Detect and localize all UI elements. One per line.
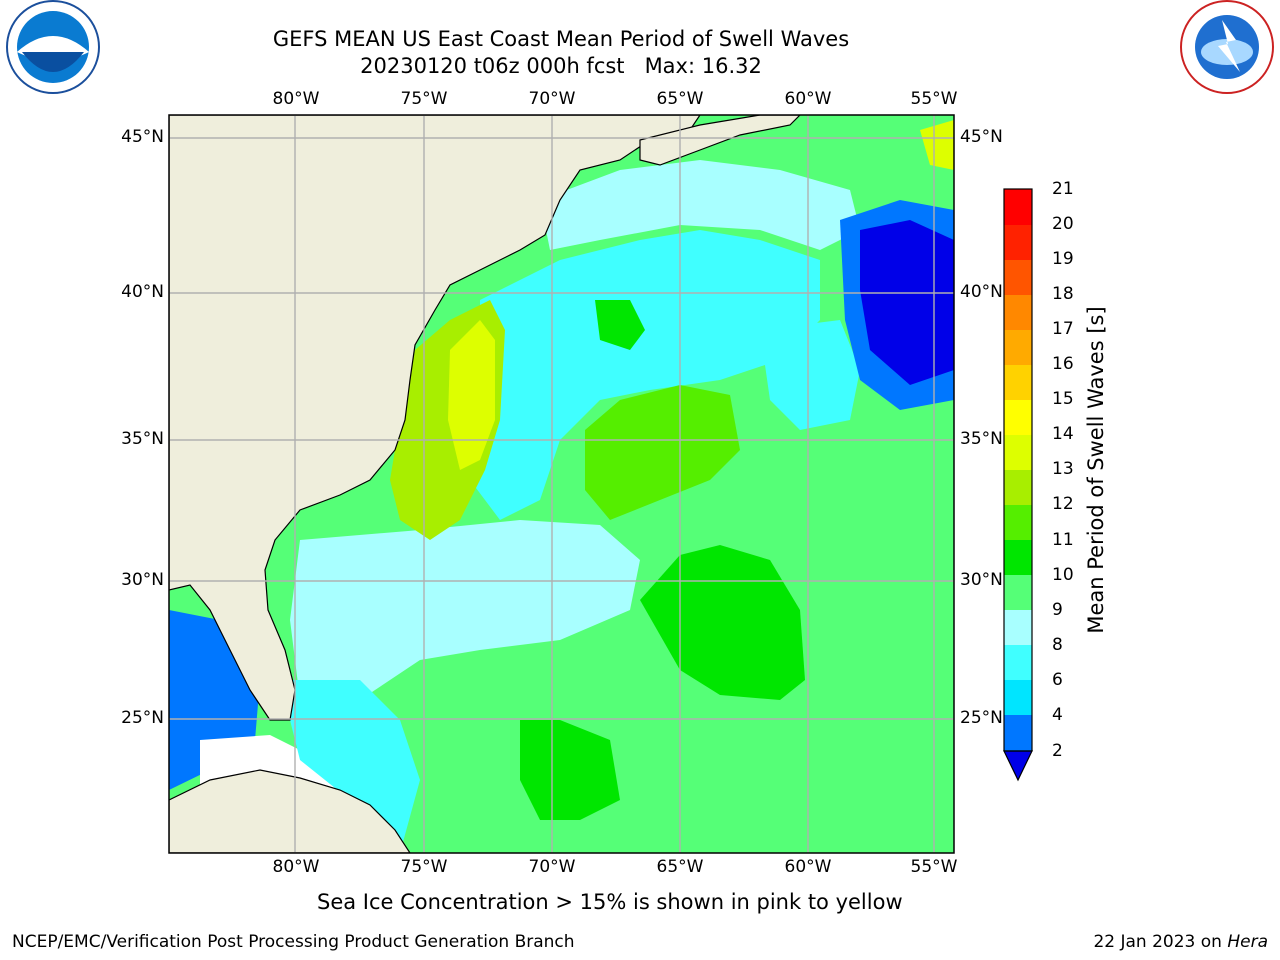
swell-zone-yellow-coastal: [448, 320, 495, 470]
swell-zone-green-small: [595, 300, 645, 350]
figure-caption: Sea Ice Concentration > 15% is shown in …: [317, 890, 903, 914]
colorbar-tick: 4: [1052, 705, 1063, 725]
noaa-logo: [6, 0, 100, 94]
lon-label-bottom: 75°W: [400, 857, 448, 877]
lat-label-left: 30°N: [121, 570, 164, 590]
colorbar-tick: 14: [1052, 424, 1074, 444]
timestamp-host: Hera: [1227, 932, 1268, 952]
credit-line: NCEP/EMC/Verification Post Processing Pr…: [12, 932, 575, 952]
swell-zone-cyan-east: [760, 320, 860, 430]
colorbar-tick: 17: [1052, 319, 1074, 339]
swell-zone-green-offshore: [640, 545, 805, 700]
swell-zone-cyan-southwest: [280, 680, 420, 853]
map-frame: [168, 114, 955, 854]
lon-label-top: 70°W: [528, 89, 576, 109]
colorbar-tick: 20: [1052, 214, 1074, 234]
lat-label-right: 40°N: [960, 282, 1003, 302]
colorbar: [1003, 188, 1033, 782]
graticule: [169, 115, 954, 853]
swell-zone-yellow-corner: [920, 120, 954, 170]
nws-logo: [1180, 0, 1274, 94]
lon-label-top: 55°W: [910, 89, 958, 109]
timestamp-date: 22 Jan 2023 on: [1093, 932, 1222, 952]
colorbar-tick: 21: [1052, 179, 1074, 199]
lon-label-top: 75°W: [400, 89, 448, 109]
colorbar-tick: 12: [1052, 494, 1074, 514]
lon-label-bottom: 80°W: [272, 857, 320, 877]
title-line-1: GEFS MEAN US East Coast Mean Period of S…: [272, 27, 850, 51]
land-cuba: [169, 769, 411, 853]
colorbar-tick: 10: [1052, 565, 1074, 585]
lat-label-right: 30°N: [960, 570, 1003, 590]
colorbar-tick: 16: [1052, 354, 1074, 374]
colorbar-tick: 6: [1052, 670, 1063, 690]
colorbar-tick: 2: [1052, 741, 1063, 761]
lat-label-left: 25°N: [121, 708, 164, 728]
colorbar-label: Mean Period of Swell Waves [s]: [1084, 306, 1108, 634]
swell-zone-green-central: [585, 385, 740, 520]
swell-zone-deep-blue-northeast: [860, 220, 954, 385]
lat-label-right: 45°N: [960, 127, 1003, 147]
lat-label-left: 45°N: [121, 127, 164, 147]
lon-label-bottom: 55°W: [910, 857, 958, 877]
lon-label-top: 60°W: [784, 89, 832, 109]
lon-label-top: 80°W: [272, 89, 320, 109]
lat-label-right: 25°N: [960, 708, 1003, 728]
colorbar-tick: 13: [1052, 459, 1074, 479]
chart-title: GEFS MEAN US East Coast Mean Period of S…: [0, 26, 1122, 80]
lat-label-right: 35°N: [960, 429, 1003, 449]
lon-label-bottom: 70°W: [528, 857, 576, 877]
land-north-america: [169, 115, 701, 721]
colorbar-tick: 19: [1052, 249, 1074, 269]
lon-label-top: 65°W: [656, 89, 704, 109]
colorbar-tick: 11: [1052, 530, 1074, 550]
colorbar-tick: 9: [1052, 600, 1063, 620]
swell-zone-light-cyan-north: [540, 160, 860, 250]
colorbar-tick: 8: [1052, 635, 1063, 655]
swell-zone-green-south: [520, 720, 620, 820]
swell-zone-cyan-central: [470, 230, 820, 520]
colorbar-tick: 18: [1052, 284, 1074, 304]
lat-label-left: 35°N: [121, 429, 164, 449]
lon-label-bottom: 65°W: [656, 857, 704, 877]
colorbar-tick: 15: [1052, 389, 1074, 409]
lon-label-bottom: 60°W: [784, 857, 832, 877]
timestamp: 22 Jan 2023 on Hera: [1093, 932, 1268, 952]
lat-label-left: 40°N: [121, 282, 164, 302]
title-line-2: 20230120 t06z 000h fcst Max: 16.32: [360, 54, 762, 78]
